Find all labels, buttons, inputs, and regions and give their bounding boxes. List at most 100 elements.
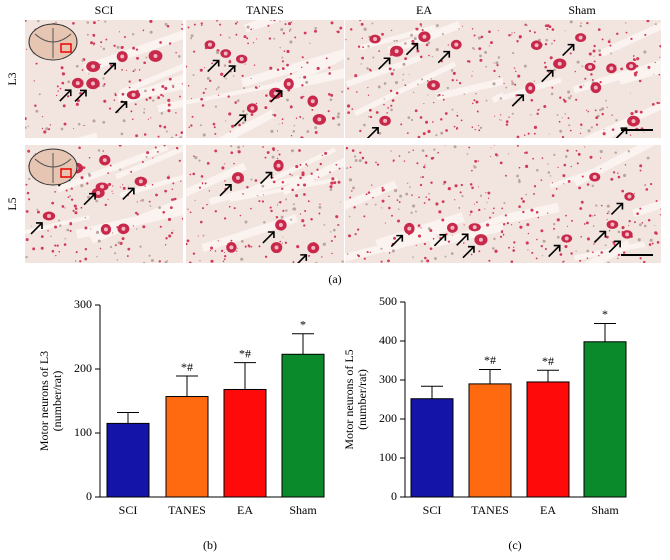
stain-dot	[217, 20, 219, 22]
stain-dot	[643, 50, 647, 54]
stain-dot	[593, 44, 596, 48]
nucleus	[207, 42, 212, 47]
stain-dot	[64, 207, 66, 209]
stain-dot	[161, 85, 165, 88]
stain-dot	[506, 222, 509, 225]
stain-dot	[531, 251, 534, 254]
stain-dot	[590, 126, 593, 129]
stain-dot	[270, 20, 272, 22]
stain-dot	[654, 23, 657, 26]
stain-dot	[453, 125, 456, 128]
stain-dot	[191, 115, 194, 118]
stain-dot	[545, 38, 548, 42]
stain-dot	[411, 39, 415, 43]
stain-dot	[284, 23, 287, 26]
stain-dot	[651, 103, 655, 106]
stain-dot	[55, 255, 57, 257]
nucleus	[235, 175, 240, 180]
stain-dot	[533, 193, 535, 195]
stain-dot	[266, 151, 270, 154]
stain-dot	[328, 72, 331, 75]
stain-dot	[427, 41, 431, 45]
stain-dot	[230, 239, 233, 242]
stain-dot	[310, 172, 313, 175]
arrow-head	[64, 89, 72, 97]
stain-dot	[214, 250, 217, 252]
stain-dot	[553, 222, 556, 226]
grey-matter	[34, 28, 72, 58]
stain-dot	[372, 56, 375, 59]
arrow	[219, 184, 232, 197]
stain-dot	[290, 134, 293, 137]
stain-dot	[231, 124, 235, 128]
stain-dot	[292, 261, 295, 263]
stain-dot	[533, 80, 536, 82]
stain-dot	[32, 247, 36, 251]
stain-dot	[82, 166, 86, 169]
stain-dot	[126, 255, 129, 258]
stain-dot	[209, 250, 212, 252]
stain-dot	[413, 37, 417, 41]
tissue	[345, 145, 503, 263]
stain-dot	[337, 123, 341, 127]
row-label: L3	[5, 72, 19, 85]
stain-dot	[585, 221, 589, 225]
stain-dot	[279, 240, 282, 243]
stain-dot	[286, 49, 290, 54]
stain-dot	[643, 131, 645, 133]
stain-dot	[527, 132, 530, 135]
stain-dot	[440, 131, 444, 135]
stain-dot	[81, 69, 84, 71]
stain-dot	[548, 71, 550, 73]
stain-dot	[452, 235, 454, 237]
stain-dot	[292, 130, 296, 133]
stain-dot	[427, 94, 429, 96]
stain-dot	[47, 230, 49, 232]
arrow-head	[275, 90, 283, 97]
stain-dot	[444, 145, 446, 146]
stain-dot	[99, 247, 102, 250]
stain-dot	[143, 261, 146, 263]
fiber	[281, 145, 344, 196]
stain-dot	[330, 231, 332, 233]
stain-dot	[268, 37, 272, 40]
arrow	[259, 172, 273, 185]
stain-dot	[307, 200, 310, 203]
stain-dot	[88, 73, 90, 75]
stain-dot	[305, 80, 309, 84]
stain-dot	[282, 32, 285, 35]
stain-dot	[586, 109, 588, 111]
y-tick-label: 100	[74, 425, 92, 439]
stain-dot	[300, 96, 304, 99]
stain-dot	[369, 115, 373, 119]
arrow	[462, 246, 475, 259]
stain-dot	[636, 57, 640, 61]
stain-dot	[164, 244, 167, 246]
fiber	[549, 162, 615, 189]
stain-dot	[276, 157, 279, 159]
stain-dot	[475, 100, 479, 104]
stain-dot	[34, 104, 37, 107]
stain-dot	[25, 238, 29, 242]
stain-dot	[228, 112, 232, 116]
stain-dot	[172, 229, 174, 231]
stain-dot	[269, 31, 271, 33]
stain-dot	[160, 111, 164, 115]
stain-dot	[487, 197, 490, 199]
stain-dot	[628, 224, 630, 227]
panel-caption: (a)	[328, 272, 341, 286]
stain-dot	[26, 48, 28, 50]
stain-dot	[486, 201, 488, 204]
stain-dot	[166, 176, 170, 180]
stain-dot	[409, 186, 411, 188]
stain-dot	[478, 250, 481, 253]
stain-dot	[485, 192, 487, 194]
arrow	[207, 59, 220, 73]
stain-dot	[610, 177, 614, 181]
stain-dot	[154, 146, 157, 149]
stain-dot	[593, 243, 595, 245]
stain-dot	[135, 228, 138, 230]
stain-dot	[536, 112, 539, 116]
arrow	[437, 51, 450, 64]
